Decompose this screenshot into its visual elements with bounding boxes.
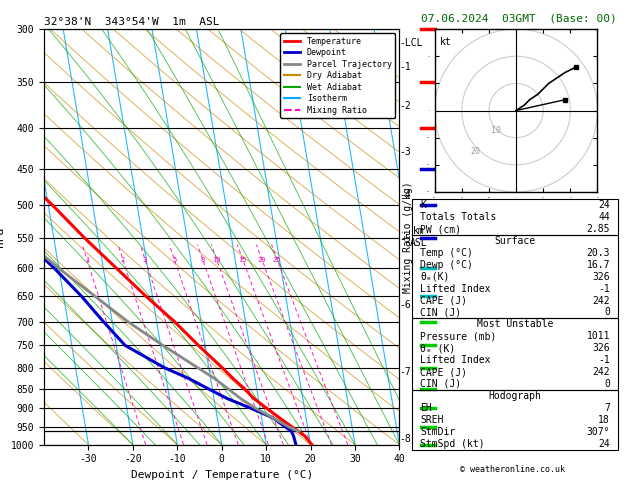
Text: 16.7: 16.7 bbox=[587, 260, 610, 270]
Legend: Temperature, Dewpoint, Parcel Trajectory, Dry Adiabat, Wet Adiabat, Isotherm, Mi: Temperature, Dewpoint, Parcel Trajectory… bbox=[281, 34, 395, 118]
Text: Totals Totals: Totals Totals bbox=[420, 212, 497, 222]
Y-axis label: km
ASL: km ASL bbox=[410, 226, 428, 248]
Text: -3: -3 bbox=[399, 147, 411, 157]
Text: 10: 10 bbox=[491, 126, 501, 136]
Text: CIN (J): CIN (J) bbox=[420, 308, 462, 317]
Text: StmDir: StmDir bbox=[420, 427, 455, 437]
Text: 10: 10 bbox=[213, 257, 221, 262]
X-axis label: Dewpoint / Temperature (°C): Dewpoint / Temperature (°C) bbox=[131, 470, 313, 480]
Text: 2: 2 bbox=[121, 257, 125, 262]
Text: -8: -8 bbox=[399, 434, 411, 444]
Text: 242: 242 bbox=[593, 295, 610, 306]
Text: -4: -4 bbox=[399, 190, 411, 200]
Text: 3: 3 bbox=[143, 257, 147, 262]
Text: 15: 15 bbox=[238, 257, 247, 262]
Text: -1: -1 bbox=[399, 62, 411, 72]
Text: EH: EH bbox=[420, 403, 432, 413]
Text: Dewp (°C): Dewp (°C) bbox=[420, 260, 473, 270]
Text: Surface: Surface bbox=[494, 236, 536, 246]
Text: -1: -1 bbox=[598, 284, 610, 294]
Bar bbox=[412, 390, 618, 450]
Text: Most Unstable: Most Unstable bbox=[477, 319, 554, 330]
Text: θₑ(K): θₑ(K) bbox=[420, 272, 450, 282]
Text: 326: 326 bbox=[593, 343, 610, 353]
Text: CAPE (J): CAPE (J) bbox=[420, 295, 467, 306]
Text: -2: -2 bbox=[399, 101, 411, 111]
Text: 2.85: 2.85 bbox=[587, 224, 610, 234]
Text: θₑ (K): θₑ (K) bbox=[420, 343, 455, 353]
Text: 0: 0 bbox=[604, 379, 610, 389]
Text: 242: 242 bbox=[593, 367, 610, 377]
Text: K: K bbox=[420, 200, 426, 210]
Text: 18: 18 bbox=[598, 415, 610, 425]
Text: 8: 8 bbox=[201, 257, 205, 262]
Text: PW (cm): PW (cm) bbox=[420, 224, 462, 234]
Text: -7: -7 bbox=[399, 367, 411, 377]
Text: 20: 20 bbox=[470, 147, 481, 156]
Text: -5: -5 bbox=[399, 234, 411, 243]
Text: 25: 25 bbox=[273, 257, 281, 262]
Text: CIN (J): CIN (J) bbox=[420, 379, 462, 389]
Text: 24: 24 bbox=[598, 438, 610, 449]
Text: 44: 44 bbox=[598, 212, 610, 222]
Bar bbox=[412, 318, 618, 390]
Text: CAPE (J): CAPE (J) bbox=[420, 367, 467, 377]
Text: 20.3: 20.3 bbox=[587, 248, 610, 258]
Text: 7: 7 bbox=[604, 403, 610, 413]
Bar bbox=[412, 199, 618, 235]
Text: 5: 5 bbox=[172, 257, 177, 262]
Text: 326: 326 bbox=[593, 272, 610, 282]
Text: 1: 1 bbox=[85, 257, 89, 262]
Text: SREH: SREH bbox=[420, 415, 443, 425]
Text: 24: 24 bbox=[598, 200, 610, 210]
Text: 07.06.2024  03GMT  (Base: 00): 07.06.2024 03GMT (Base: 00) bbox=[421, 14, 617, 24]
Text: © weatheronline.co.uk: © weatheronline.co.uk bbox=[460, 465, 565, 474]
Text: 20: 20 bbox=[258, 257, 266, 262]
Text: 32°38'N  343°54'W  1m  ASL: 32°38'N 343°54'W 1m ASL bbox=[44, 17, 220, 27]
Text: Mixing Ratio (g/kg): Mixing Ratio (g/kg) bbox=[403, 181, 413, 293]
Text: kt: kt bbox=[440, 37, 452, 47]
Text: Lifted Index: Lifted Index bbox=[420, 284, 491, 294]
Text: 1011: 1011 bbox=[587, 331, 610, 341]
Text: -1: -1 bbox=[598, 355, 610, 365]
Bar bbox=[412, 235, 618, 318]
Y-axis label: hPa: hPa bbox=[0, 227, 5, 247]
Text: Hodograph: Hodograph bbox=[489, 391, 542, 401]
Text: -LCL: -LCL bbox=[399, 37, 423, 48]
Text: Lifted Index: Lifted Index bbox=[420, 355, 491, 365]
Text: 0: 0 bbox=[604, 308, 610, 317]
Text: 307°: 307° bbox=[587, 427, 610, 437]
Text: StmSpd (kt): StmSpd (kt) bbox=[420, 438, 485, 449]
Text: Temp (°C): Temp (°C) bbox=[420, 248, 473, 258]
Text: Pressure (mb): Pressure (mb) bbox=[420, 331, 497, 341]
Text: -6: -6 bbox=[399, 300, 411, 310]
